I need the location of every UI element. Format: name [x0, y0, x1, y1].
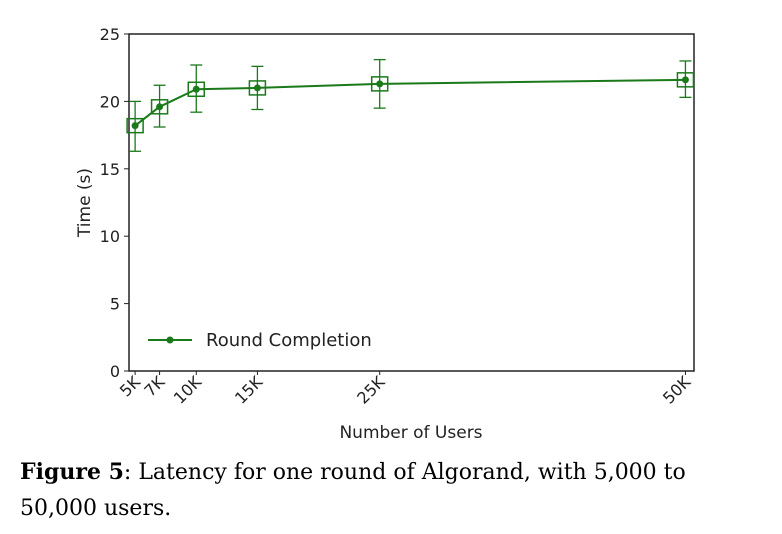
plot-area-frame	[128, 33, 695, 372]
series-layer	[126, 58, 695, 152]
data-point	[131, 122, 139, 130]
legend-label: Round Completion	[206, 330, 372, 351]
data-point-box	[187, 81, 206, 98]
x-tick-label: 10K	[170, 372, 206, 408]
y-tick-label: 15	[100, 160, 120, 179]
y-tick-label: 10	[100, 227, 120, 246]
y-axis-ticks: 0 5 10 15 20 25	[100, 25, 129, 381]
legend: Round Completion	[148, 330, 372, 351]
data-point	[253, 84, 261, 92]
y-tick-label: 25	[100, 25, 120, 44]
data-point-box	[150, 99, 169, 115]
x-tick-label: 7K	[140, 372, 168, 400]
legend-marker	[166, 336, 174, 344]
data-point-box	[676, 72, 695, 88]
x-tick-label: 15K	[231, 372, 267, 408]
x-tick-label: 50K	[659, 372, 695, 408]
x-tick-label: 25K	[353, 372, 389, 408]
data-point	[156, 103, 164, 111]
data-point-box	[126, 117, 144, 134]
data-point-box	[248, 80, 267, 96]
y-tick-label: 20	[100, 92, 120, 111]
data-point	[376, 80, 384, 88]
data-point	[681, 76, 689, 84]
figure-caption: Figure 5: Latency for one round of Algor…	[20, 454, 768, 527]
series-line-round-completion	[134, 78, 686, 127]
x-axis-label: Number of Users	[339, 423, 482, 443]
y-axis-label: Time (s)	[75, 168, 95, 238]
y-tick-label: 5	[110, 295, 120, 314]
caption-text: : Latency for one round of Algorand, wit…	[20, 460, 686, 521]
caption-label: Figure 5	[20, 459, 124, 485]
data-point	[192, 85, 200, 93]
data-point-box	[370, 76, 389, 92]
y-tick-label: 0	[110, 362, 120, 381]
